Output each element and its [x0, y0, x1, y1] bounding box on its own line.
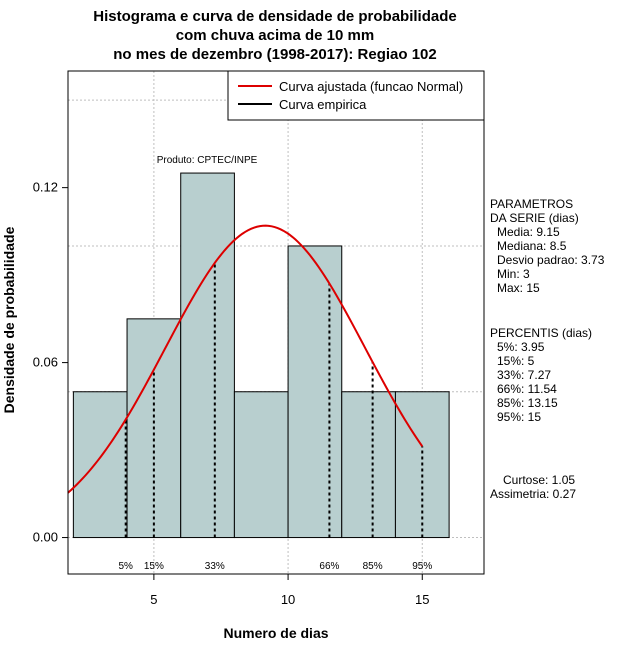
shape-panel: Curtose: 1.05 Assimetria: 0.27 — [490, 473, 576, 501]
parameters-panel: PARAMETROS DA SERIE (dias) Media: 9.15 M… — [490, 197, 605, 295]
histogram-bar-5 — [341, 391, 396, 539]
x-tick-label-1: 10 — [281, 592, 295, 607]
percentile-33: 33%: 7.27 — [497, 368, 551, 382]
percentile-label-4: 85% — [363, 561, 383, 572]
histogram-bar-3 — [233, 391, 289, 539]
percentile-label-2: 33% — [205, 561, 225, 572]
skewness: Assimetria: 0.27 — [490, 487, 576, 501]
x-tick-label-2: 15 — [415, 592, 429, 607]
x-axis: 5 10 15 — [150, 574, 430, 607]
percentile-label-3: 66% — [319, 561, 339, 572]
percentiles-panel: PERCENTIS (dias) 5%: 3.95 15%: 5 33%: 7.… — [490, 326, 592, 424]
normal-curve-line — [67, 224, 424, 494]
percentile-95: 95%: 15 — [497, 410, 541, 424]
chart-title-line-2: com chuva acima de 10 mm — [176, 27, 374, 44]
y-axis: 0.00 0.06 0.12 — [33, 180, 68, 545]
histogram-bar-2 — [180, 172, 235, 539]
x-axis-title: Numero de dias — [223, 625, 328, 641]
x-tick-label-0: 5 — [150, 592, 157, 607]
percentile-5: 5%: 3.95 — [497, 340, 545, 354]
chart-title-line-3: no mes de dezembro (1998-2017): Regiao 1… — [113, 46, 436, 63]
legend-label-empirical-curve: Curva empirica — [279, 97, 367, 112]
legend: Curva ajustada (funcao Normal) Curva emp… — [227, 70, 485, 121]
parameter-max: Max: 15 — [497, 281, 540, 295]
parameter-min: Min: 3 — [497, 267, 530, 281]
y-tick-label-0: 0.00 — [33, 530, 58, 545]
percentile-85: 85%: 13.15 — [497, 396, 558, 410]
percentile-15: 15%: 5 — [497, 354, 535, 368]
product-annotation: Produto: CPTEC/INPE — [157, 155, 258, 166]
percentile-lines — [124, 262, 424, 538]
parameter-mean: Media: 9.15 — [497, 225, 560, 239]
percentiles-heading: PERCENTIS (dias) — [490, 326, 592, 340]
chart-title-line-1: Histograma e curva de densidade de proba… — [93, 8, 456, 25]
y-tick-label-1: 0.06 — [33, 355, 58, 370]
parameters-heading-1: PARAMETROS — [490, 197, 573, 211]
percentile-66: 66%: 11.54 — [497, 382, 557, 396]
y-axis-title: Densidade de probabilidade — [1, 226, 17, 413]
percentile-labels: 5% 15% 33% 66% 85% 95% — [118, 561, 432, 572]
legend-box — [227, 70, 485, 121]
percentile-label-1: 15% — [144, 561, 164, 572]
parameter-median: Mediana: 8.5 — [497, 239, 567, 253]
percentile-label-0: 5% — [118, 561, 133, 572]
histogram-bar-0 — [72, 391, 128, 539]
kurtosis: Curtose: 1.05 — [503, 473, 575, 487]
legend-label-fitted-curve: Curva ajustada (funcao Normal) — [279, 79, 463, 94]
parameter-std: Desvio padrao: 3.73 — [497, 253, 605, 267]
parameters-heading-2: DA SERIE (dias) — [490, 211, 579, 225]
histogram-bar-4 — [287, 245, 343, 539]
histogram-bars — [72, 172, 450, 539]
percentile-label-5: 95% — [412, 561, 432, 572]
y-tick-label-2: 0.12 — [33, 180, 58, 195]
